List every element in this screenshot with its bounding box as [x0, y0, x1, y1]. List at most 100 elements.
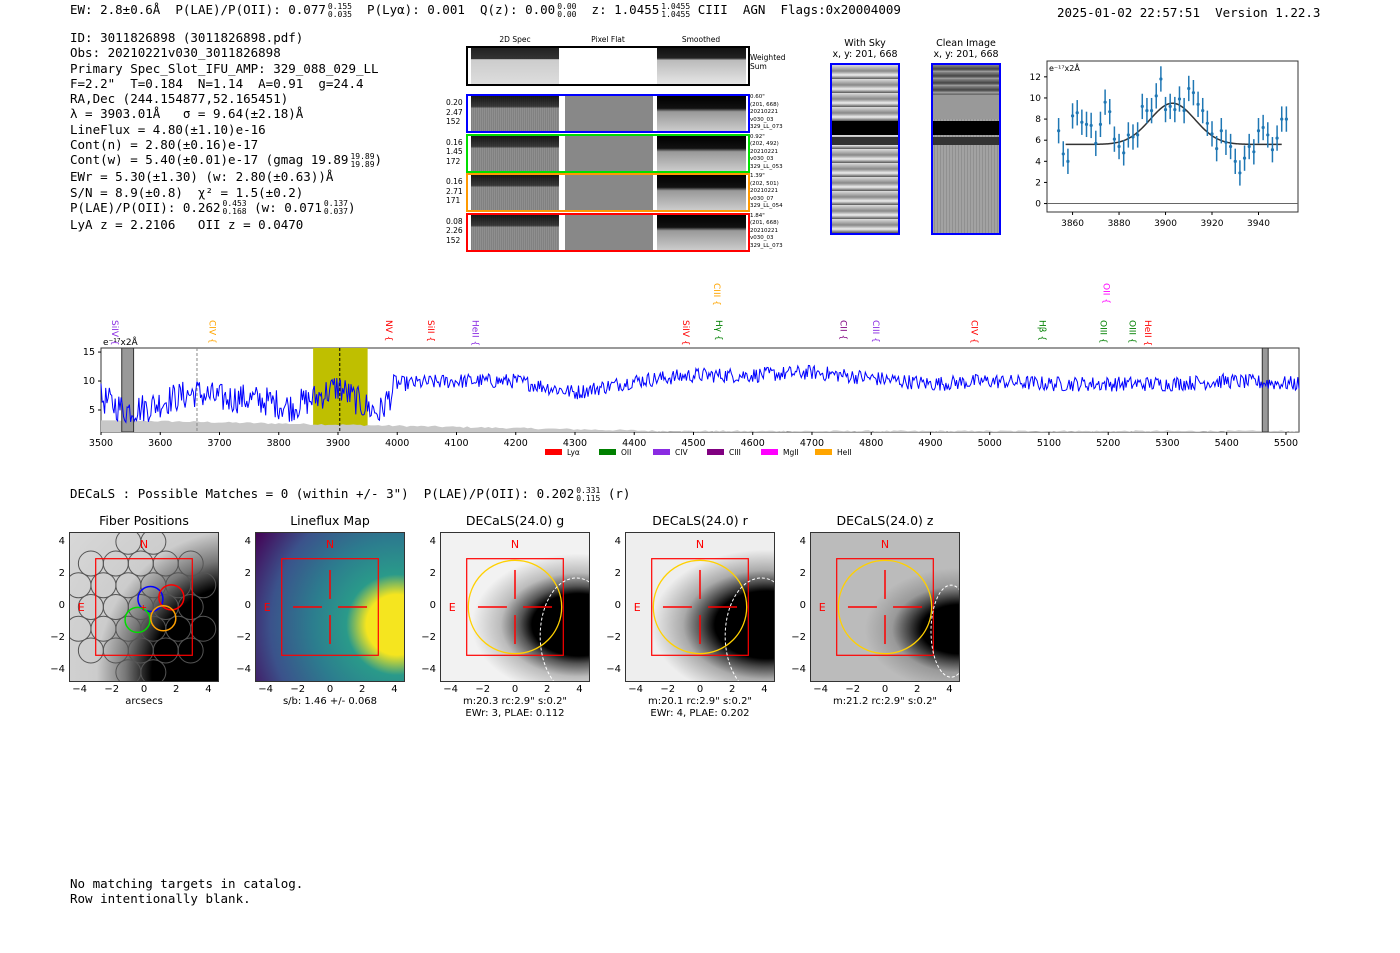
x-tick-label: 5400: [1215, 438, 1239, 449]
y-tick-label: 2: [799, 567, 806, 579]
data-point: [1252, 150, 1256, 154]
x-tick-label: 4: [205, 684, 212, 695]
emission-line-label: SiIV {: [680, 320, 690, 346]
y-tick-label: −4: [791, 664, 806, 676]
data-point: [1280, 117, 1284, 121]
fiber-info: 1.39": [750, 173, 765, 179]
info-line: Cont(n) = 2.80(±0.16)e-17: [70, 137, 259, 153]
fiber-circle: [77, 637, 104, 664]
z-upper: 1.0455: [661, 1, 691, 11]
y-tick-label: 0: [614, 600, 621, 611]
legend-swatch: [545, 449, 562, 455]
data-point: [1136, 133, 1140, 137]
plae-w-lower: 0.037: [323, 207, 348, 217]
data-point: [1149, 109, 1154, 113]
data-point: [1238, 171, 1242, 175]
data-point: [1191, 91, 1196, 95]
emission-line-label: CIV {: [968, 320, 978, 344]
fiber-info: v030_07: [750, 195, 774, 202]
plae-upper: 0.155: [327, 1, 352, 11]
data-point: [1173, 107, 1177, 112]
data-point: [1084, 122, 1089, 126]
spec-2d-image: [471, 214, 559, 250]
emission-line-label: HeII {: [469, 320, 479, 346]
y-tick-label: 0: [1035, 200, 1041, 210]
legend-swatch: [653, 449, 670, 455]
y-tick-label: 4: [1035, 157, 1041, 167]
fiber-circle: [70, 572, 92, 599]
fiber-info: 0.60": [750, 94, 765, 100]
data-point: [1266, 133, 1270, 137]
x-tick-label: −4: [72, 684, 87, 695]
weighted-smoothed-image: [657, 48, 746, 84]
ewr-value: EWr = 5.30(±1.30) (w: 2.80(±0.63))Å: [70, 169, 334, 185]
spec-2d-image: [471, 135, 559, 171]
x-tick-label: 2: [359, 684, 366, 695]
panel-caption: m:21.2 rc:2.9" s:0.2": [832, 696, 938, 707]
x-tick-label: 4400: [622, 438, 646, 449]
x-tick-label: 4500: [681, 438, 705, 449]
search-box: [836, 558, 934, 656]
plae-lower: 0.035: [327, 9, 352, 19]
fiber-circle: [90, 572, 117, 599]
data-point: [1057, 129, 1061, 133]
fiber-info: (201, 668): [750, 220, 779, 227]
spec-2d-image: [471, 175, 559, 210]
fiber-circle: [177, 550, 204, 577]
ew-value: EW: 2.8±0.6Å: [70, 2, 161, 17]
y-tick-label: 4: [614, 535, 621, 547]
panel-title: Fiber Positions: [99, 513, 189, 528]
smoothed-image: [657, 175, 746, 210]
col-2d-spec: 2D Spec: [499, 35, 531, 44]
x-tick-label: 2: [729, 684, 736, 695]
y-tick-label: 0: [58, 600, 65, 611]
x-tick-label: 3940: [1247, 219, 1270, 229]
emission-line-label: OII {: [1100, 283, 1110, 304]
y-units-label: e⁻¹⁷x2Å: [1049, 62, 1080, 73]
fiber-stat: 172: [446, 156, 461, 166]
y-units-label: e⁻¹⁷x2Å: [103, 336, 139, 348]
clean-xy: x, y: 201, 668: [933, 49, 999, 60]
masked-band: [121, 347, 135, 433]
y-tick-label: −4: [421, 664, 436, 676]
info-line: ID: 3011826898 (3011826898.pdf): [70, 30, 304, 45]
x-tick-label: 0: [696, 684, 704, 695]
east-label: E: [819, 601, 826, 614]
fiber-circle: [140, 533, 167, 555]
y-tick-label: 4: [244, 535, 251, 547]
qz-value: Q(z): 0.00: [479, 2, 556, 17]
data-point: [1275, 136, 1279, 140]
y-tick-label: 8: [1035, 115, 1041, 125]
decals-summary-text: DECaLS : Possible Matches = 0 (within +/…: [70, 486, 575, 501]
legend-swatch: [815, 449, 832, 455]
emission-line-label: CII {: [837, 320, 847, 340]
y-tick-label: 10: [83, 376, 95, 387]
pixel-flat-image: [565, 135, 653, 171]
info-line: RA,Dec (244.154877,52.165451): [70, 91, 289, 107]
emission-line-label: NV {: [383, 320, 393, 341]
fiber-stat: 1.45: [446, 147, 463, 156]
thumbnail-3: NE: [625, 532, 775, 682]
pixel-flat-image: [565, 175, 653, 210]
panel-caption-2: EWr: 4, PLAE: 0.202: [650, 708, 750, 719]
legend-label: CIII: [729, 448, 741, 457]
info-line: λ = 3903.01Å σ = 9.64(±2.18)Å: [70, 106, 304, 122]
x-tick-label: −2: [475, 684, 491, 695]
data-point: [1145, 109, 1149, 113]
sn-value: S/N = 8.9(±0.8) χ² = 1.5(±0.2): [70, 184, 304, 200]
contw-end: ): [374, 152, 383, 168]
gmag-upper: 19.89: [350, 151, 375, 161]
weighted-sum-row: [466, 46, 750, 86]
col-smoothed: Smoothed: [681, 35, 721, 44]
panel-title: DECaLS(24.0) r: [652, 513, 748, 528]
fiber-circle: [127, 637, 154, 664]
x-tick-label: 0: [881, 684, 889, 695]
plae-info-upper: 0.453: [222, 199, 247, 209]
north-label: N: [140, 538, 148, 551]
x-tick-label: −2: [104, 684, 120, 695]
panel-caption: m:20.1 rc:2.9" s:0.2": [647, 696, 753, 707]
y-tick-label: 12: [1030, 73, 1041, 83]
fiber-info: 329_LL_054: [750, 203, 783, 210]
contw-value: Cont(w) = 5.40(±0.01)e-17 (gmag 19.89: [70, 152, 349, 168]
thumbnail-0: + N E: [69, 532, 219, 682]
